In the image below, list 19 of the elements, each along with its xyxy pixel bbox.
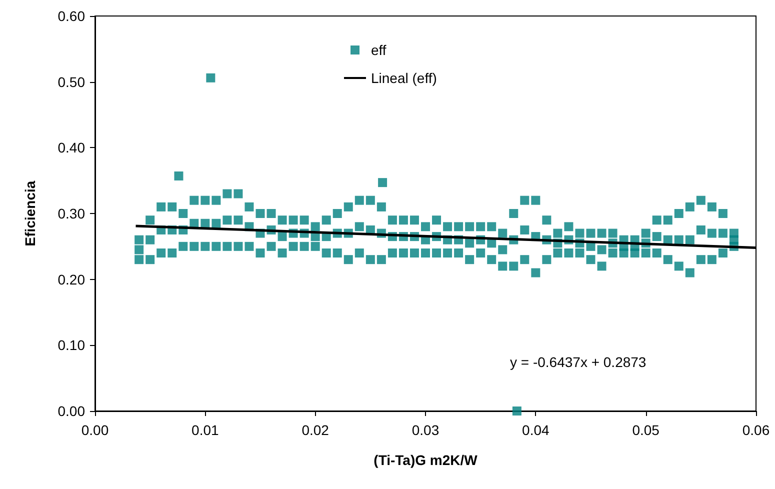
- legend-label: eff: [371, 42, 386, 58]
- y-tick-label: 0.60: [58, 8, 86, 24]
- x-tick-label: 0.02: [302, 422, 330, 438]
- y-tick-label: 0.10: [58, 337, 86, 354]
- x-tick-label: 0.05: [632, 422, 660, 438]
- x-tick-label: 0.00: [81, 422, 109, 438]
- y-tick-label: 0.40: [58, 140, 86, 156]
- x-tick-label: 0.01: [192, 422, 220, 438]
- y-axis-title: Eficiencia: [22, 180, 38, 246]
- x-tick-label: 0.04: [522, 422, 550, 438]
- legend-label: Lineal (eff): [371, 70, 437, 86]
- annotation: y = -0.6437x + 0.2873: [510, 354, 646, 370]
- x-axis-title: (Ti-Ta)G m2K/W: [374, 452, 478, 468]
- y-tick-label: 0.50: [58, 74, 86, 90]
- y-tick-label: 0.30: [58, 206, 86, 222]
- x-tick-label: 0.03: [412, 422, 440, 438]
- y-tick-label: 0.20: [58, 271, 86, 288]
- y-tick-label: 0.00: [58, 403, 86, 419]
- x-tick-label: 0.06: [742, 422, 770, 438]
